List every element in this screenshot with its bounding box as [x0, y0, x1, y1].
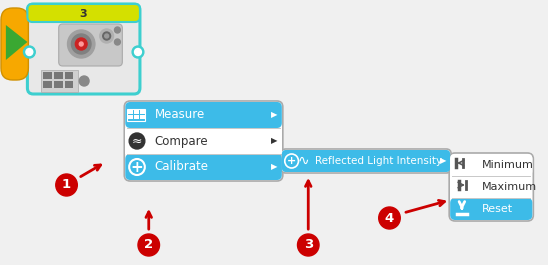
Text: Calibrate: Calibrate [155, 161, 209, 174]
Text: 1: 1 [62, 179, 71, 192]
Bar [65, 72, 73, 79]
Circle shape [71, 34, 91, 54]
FancyBboxPatch shape [125, 154, 282, 180]
Bar [140, 115, 145, 119]
FancyBboxPatch shape [450, 198, 532, 220]
Text: ≈: ≈ [132, 135, 142, 148]
Text: Compare: Compare [155, 135, 208, 148]
Text: ▶: ▶ [271, 136, 277, 145]
Circle shape [129, 133, 145, 149]
Text: ▶: ▶ [440, 157, 447, 166]
FancyBboxPatch shape [125, 102, 282, 128]
Bar [450, 176, 532, 198]
Circle shape [115, 39, 121, 45]
Text: +: + [130, 160, 144, 175]
FancyBboxPatch shape [27, 4, 140, 22]
Text: ▶: ▶ [271, 111, 277, 120]
Circle shape [67, 30, 95, 58]
Bar [128, 115, 133, 119]
FancyBboxPatch shape [1, 8, 28, 80]
FancyBboxPatch shape [281, 149, 451, 173]
Text: +: + [287, 157, 296, 166]
FancyBboxPatch shape [124, 101, 283, 181]
Bar [134, 110, 139, 114]
Bar [125, 128, 282, 154]
Bar [128, 110, 133, 114]
Circle shape [100, 29, 113, 43]
Text: Maximum: Maximum [482, 182, 536, 192]
Bar [140, 110, 145, 114]
FancyBboxPatch shape [450, 154, 532, 176]
Circle shape [79, 42, 83, 46]
FancyBboxPatch shape [449, 153, 533, 221]
Circle shape [298, 234, 319, 256]
Circle shape [76, 38, 87, 50]
Bar [134, 115, 139, 119]
Bar [43, 81, 52, 88]
Circle shape [105, 34, 109, 38]
Circle shape [103, 32, 111, 40]
Circle shape [26, 48, 33, 55]
FancyBboxPatch shape [27, 4, 140, 94]
Bar [54, 81, 62, 88]
Text: 3: 3 [304, 238, 313, 251]
Bar [54, 72, 62, 79]
Circle shape [138, 234, 159, 256]
Text: Reflected Light Intensity: Reflected Light Intensity [315, 156, 442, 166]
Circle shape [379, 207, 400, 229]
Circle shape [24, 46, 35, 58]
Text: ▶: ▶ [271, 162, 277, 171]
Polygon shape [6, 25, 27, 60]
Text: 3: 3 [79, 9, 87, 19]
Bar [65, 81, 73, 88]
FancyBboxPatch shape [59, 24, 122, 66]
Bar [43, 72, 52, 79]
Text: 4: 4 [385, 211, 394, 224]
Text: Reset: Reset [482, 204, 512, 214]
FancyBboxPatch shape [282, 150, 450, 172]
Circle shape [56, 174, 77, 196]
Bar [41, 70, 78, 92]
Text: Measure: Measure [155, 108, 205, 121]
Bar [127, 109, 145, 121]
Text: Minimum: Minimum [482, 160, 533, 170]
Text: ∿: ∿ [298, 154, 309, 168]
Text: 2: 2 [144, 238, 153, 251]
Circle shape [135, 48, 141, 55]
Circle shape [132, 46, 144, 58]
Circle shape [79, 76, 89, 86]
Circle shape [115, 27, 121, 33]
